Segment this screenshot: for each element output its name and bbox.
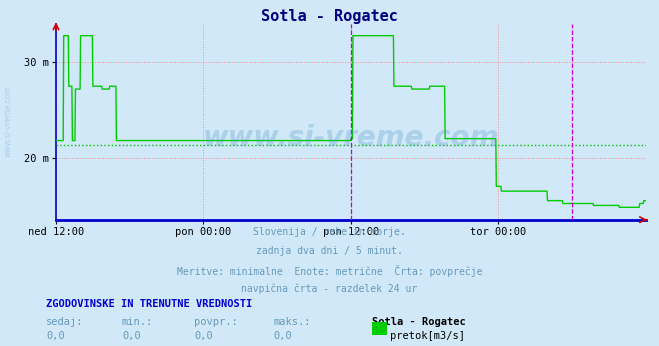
Text: pretok[m3/s]: pretok[m3/s] [390,331,465,342]
Text: zadnja dva dni / 5 minut.: zadnja dva dni / 5 minut. [256,246,403,256]
Text: 0,0: 0,0 [122,331,140,342]
Text: sedaj:: sedaj: [46,317,84,327]
Text: Sotla - Rogatec: Sotla - Rogatec [372,317,466,327]
Text: Sotla - Rogatec: Sotla - Rogatec [261,9,398,24]
Text: www.si-vreme.com: www.si-vreme.com [3,85,13,157]
Text: 0,0: 0,0 [194,331,213,342]
Text: maks.:: maks.: [273,317,311,327]
Text: Meritve: minimalne  Enote: metrične  Črta: povprečje: Meritve: minimalne Enote: metrične Črta:… [177,265,482,277]
Text: www.si-vreme.com: www.si-vreme.com [203,124,499,152]
Text: ZGODOVINSKE IN TRENUTNE VREDNOSTI: ZGODOVINSKE IN TRENUTNE VREDNOSTI [46,299,252,309]
Text: navpična črta - razdelek 24 ur: navpična črta - razdelek 24 ur [241,284,418,294]
Text: min.:: min.: [122,317,153,327]
Text: povpr.:: povpr.: [194,317,238,327]
Text: 0,0: 0,0 [273,331,292,342]
Text: 0,0: 0,0 [46,331,65,342]
Text: Slovenija / reke in morje.: Slovenija / reke in morje. [253,227,406,237]
